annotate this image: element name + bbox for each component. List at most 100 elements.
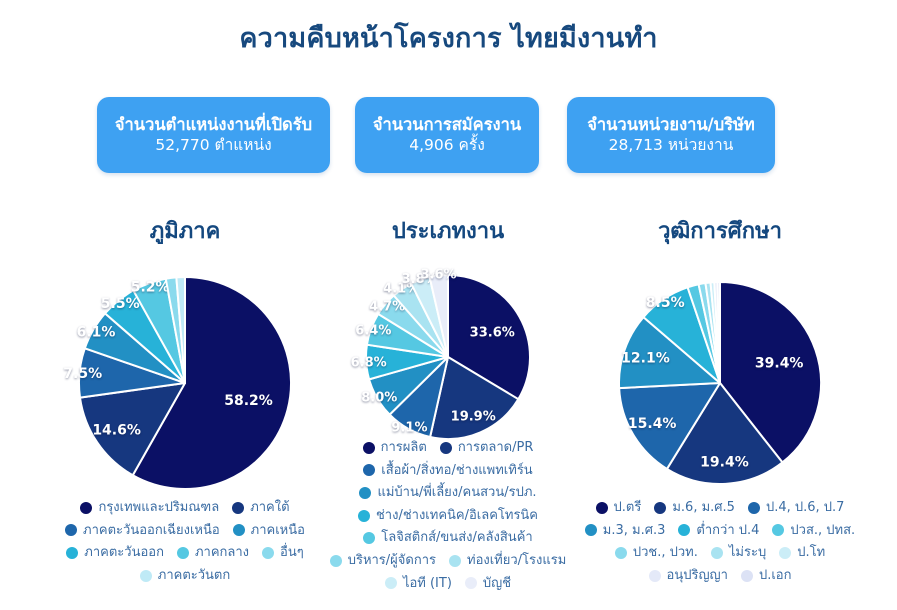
page-title: ความคืบหน้าโครงการ ไทยมีงานทำ (239, 23, 658, 54)
legend-color-dot (363, 532, 376, 545)
legend-label: ภาคตะวันออกเฉียงเหนือ (83, 522, 220, 538)
legend-item[interactable]: ภาคใต้ (232, 500, 290, 516)
stat-card-label: จำนวนตำแหน่งงานที่เปิดรับ (114, 114, 313, 134)
pie-slice[interactable] (665, 382, 784, 485)
chart-title-job-type: ประเภทงาน (391, 219, 505, 244)
legend-item[interactable]: ภาคกลาง (176, 545, 250, 561)
stat-card-label: จำนวนการสมัครงาน (372, 114, 522, 134)
legend-item[interactable]: ป.4, ป.6, ป.7 (747, 500, 845, 516)
legend-label: ป.โท (797, 545, 826, 561)
legend-item[interactable]: ปวส., ปทส. (772, 523, 855, 539)
legend-label: ภาคเหนือ (250, 522, 305, 538)
pie-slice[interactable] (719, 281, 822, 464)
legend-item[interactable]: ไอที (IT) (384, 576, 452, 592)
legend-color-dot (232, 501, 245, 514)
stat-card-value: 52,770 ตำแหน่ง (155, 136, 272, 155)
legend-item[interactable]: ภาคตะวันตก (139, 567, 231, 584)
education-legend: ป.ตรี ม.6, ม.ศ.5 ป.4, ป.6, ป.7 ม.3, ม.ศ.3 ต่… (570, 500, 870, 583)
legend-item[interactable]: ท่องเที่ยว/โรงแรม (449, 553, 566, 569)
legend-label: ป.4, ป.6, ป.7 (765, 500, 845, 515)
legend-color-dot (359, 486, 372, 499)
legend-label: แม่บ้าน/พี่เลี้ยง/คนสวน/รปภ. (377, 485, 537, 501)
legend-label: ม.6, ม.ศ.5 (672, 500, 735, 515)
legend-item[interactable]: ม.6, ม.ศ.5 (654, 500, 735, 516)
legend-color-dot (614, 546, 627, 559)
legend-item[interactable]: ภาคเหนือ (232, 522, 305, 539)
chart-title-region: ภูมิภาค (149, 219, 221, 244)
legend-item[interactable]: อนุปริญญา (648, 567, 728, 584)
job-type-pie-chart[interactable]: 33.6%19.9%9.1%8.0%6.8%6.4%4.7%4.1%3.8%3.… (351, 264, 541, 450)
legend-color-dot (439, 441, 452, 454)
pie-slice[interactable] (131, 276, 292, 490)
legend-label: ช่าง/ช่างเทคนิค/อิเลคโทรนิค (375, 507, 539, 523)
legend-color-dot (772, 524, 785, 537)
legend-label: บัญชี (482, 575, 512, 591)
legend-label: ภาคตะวันตก (157, 567, 231, 583)
legend-color-dot (232, 524, 245, 537)
pie-slice[interactable] (175, 276, 186, 384)
legend-label: อนุปริญญา (666, 567, 728, 583)
legend-color-dot (747, 501, 760, 514)
legend-label: ภาคกลาง (194, 545, 250, 561)
legend-color-dot (262, 546, 275, 559)
legend-color-dot (362, 441, 375, 454)
legend-color-dot (176, 546, 189, 559)
legend-item[interactable]: ป.โท (779, 545, 825, 561)
legend-item[interactable]: แม่บ้าน/พี่เลี้ยง/คนสวน/รปภ. (359, 485, 537, 501)
legend-color-dot (678, 524, 691, 537)
legend-item[interactable]: ภาคตะวันออกเฉียงเหนือ (65, 523, 220, 539)
legend-color-dot (139, 569, 152, 582)
legend-item[interactable]: การตลาด/PR (439, 440, 534, 456)
legend-label: ไม่ระบุ (728, 545, 767, 561)
legend-item[interactable]: ม.3, ม.ศ.3 (584, 523, 665, 539)
legend-color-dot (449, 554, 461, 567)
legend-color-dot (648, 569, 661, 582)
legend-color-dot (65, 524, 78, 537)
legend-item[interactable]: อื่นๆ (262, 545, 304, 561)
pie-slice[interactable] (618, 316, 721, 390)
legend-item[interactable]: บัญชี (464, 575, 512, 592)
legend-color-dot (80, 501, 93, 514)
legend-item[interactable]: โลจิสติกส์/ขนส่ง/คลังสินค้า (363, 530, 533, 546)
legend-color-dot (740, 569, 753, 582)
legend-label: ปวส., ปทส. (790, 522, 856, 538)
stat-card-open-positions: จำนวนตำแหน่งงานที่เปิดรับ 52,770 ตำแหน่ง (97, 97, 330, 173)
stat-card-value: 4,906 ครั้ง (409, 136, 485, 155)
legend-item[interactable]: ภาคตะวันออก (66, 545, 164, 561)
legend-label: การผลิต (380, 440, 427, 455)
stat-card-value: 28,713 หน่วยงาน (608, 136, 734, 155)
legend-label: การตลาด/PR (457, 440, 534, 455)
legend-color-dot (710, 546, 723, 559)
legend-label: บริหาร/ผู้จัดการ (347, 552, 436, 568)
pie-slice[interactable] (428, 274, 449, 358)
stat-card-applications: จำนวนการสมัครงาน 4,906 ครั้ง (355, 97, 539, 173)
legend-item[interactable]: เสื้อผ้า/สิ่งทอ/ช่างแพทเทิร์น (363, 463, 533, 479)
legend-color-dot (464, 577, 477, 590)
legend-item[interactable]: การผลิต (362, 440, 427, 456)
pie-slice[interactable] (716, 281, 721, 384)
pie-slice[interactable] (618, 382, 721, 470)
legend-label: ป.เอก (758, 567, 792, 583)
legend-item[interactable]: กรุงเทพและปริมณฑล (80, 500, 219, 516)
legend-label: โลจิสติกส์/ขนส่ง/คลังสินค้า (381, 530, 533, 546)
legend-item[interactable]: ไม่ระบุ (710, 545, 767, 561)
legend-item[interactable]: ต่ำกว่า ป.4 (678, 523, 759, 539)
legend-color-dot (779, 546, 792, 559)
legend-item[interactable]: บริหาร/ผู้จัดการ (329, 552, 436, 569)
legend-color-dot (584, 524, 597, 537)
legend-item[interactable]: ช่าง/ช่างเทคนิค/อิเลคโทรนิค (357, 507, 539, 524)
chart-title-education: วุฒิการศึกษา (658, 219, 782, 244)
job-type-legend: การผลิต การตลาด/PR เสื้อผ้า/สิ่งทอ/ช่างแพท… (318, 440, 578, 591)
legend-label: ภาคตะวันออก (84, 545, 164, 561)
region-legend: กรุงเทพและปริมณฑล ภาคใต้ภาคตะวันออกเฉียงเ… (40, 500, 330, 583)
stat-card-label: จำนวนหน่วยงาน/บริษัท (587, 114, 755, 134)
region-pie-chart[interactable]: 58.2%14.6%7.5%6.1%5.5%5.2% (63, 268, 300, 498)
legend-item[interactable]: ปวช., ปวท. (614, 545, 698, 561)
education-pie-chart[interactable]: 39.4%19.4%15.4%12.1%8.5% (610, 273, 830, 493)
legend-item[interactable]: ป.ตรี (595, 500, 641, 516)
legend-label: กรุงเทพและปริมณฑล (98, 500, 220, 515)
pie-slice[interactable] (79, 382, 186, 477)
legend-item[interactable]: ป.เอก (740, 567, 792, 584)
legend-label: ต่ำกว่า ป.4 (696, 522, 760, 538)
pie-slice[interactable] (429, 356, 520, 440)
